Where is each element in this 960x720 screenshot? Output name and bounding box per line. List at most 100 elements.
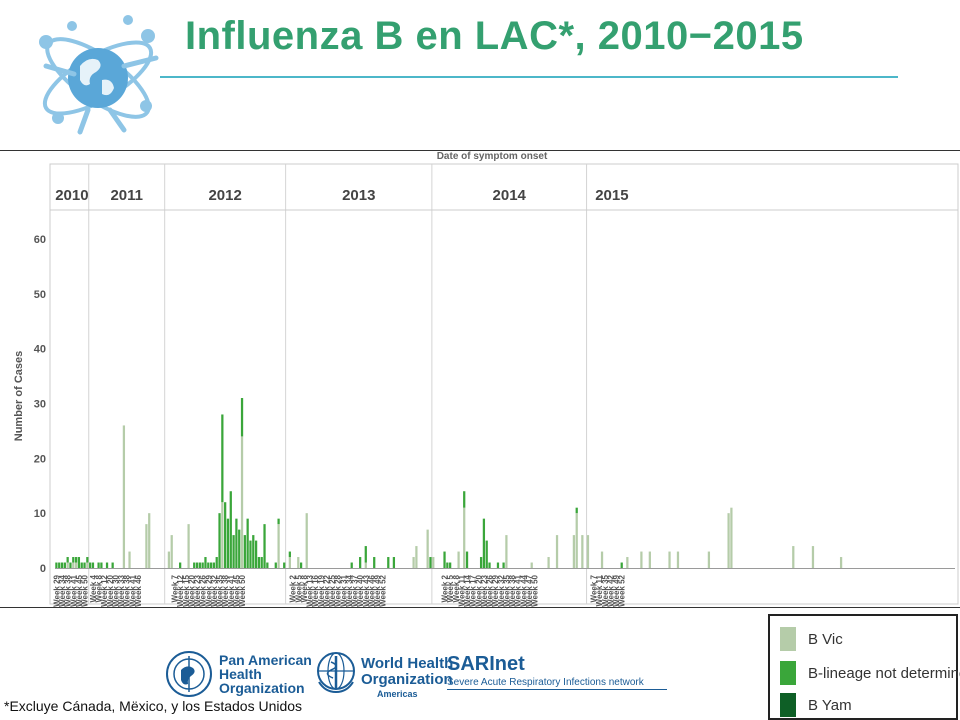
bar-segment — [811, 546, 815, 568]
x-tick-label: Week 8 — [300, 574, 309, 602]
bar-segment — [575, 513, 578, 568]
bar-segment — [122, 425, 126, 568]
bar-segment — [274, 562, 277, 568]
x-tick-label: Week 46 — [134, 574, 143, 606]
bar-segment — [201, 562, 204, 568]
x-tick-label: Week 35 — [601, 574, 610, 606]
bar-segment — [86, 562, 89, 568]
bar-segment — [72, 557, 75, 563]
year-label: 2014 — [493, 187, 527, 204]
x-tick-label: Week 16 — [311, 574, 320, 606]
bar-segment — [209, 562, 213, 568]
bar-segment — [496, 562, 500, 568]
bar-segment — [648, 551, 651, 568]
year-label: 2015 — [595, 187, 628, 204]
x-tick-label: Week 12 — [176, 574, 185, 606]
x-tick-label: Week 29 — [491, 574, 500, 606]
bar-segment — [187, 524, 190, 568]
x-tick: Week 41 — [69, 574, 78, 606]
globe-logo-icon — [39, 15, 159, 135]
x-tick-label: Week 52 — [379, 574, 388, 606]
x-tick: Week 7 — [171, 574, 180, 602]
who-region-label: Americas — [377, 689, 418, 699]
x-tick-label: Week 12 — [100, 574, 109, 606]
bar-segment — [74, 562, 78, 568]
x-tick-label: Week 41 — [128, 574, 137, 606]
x-tick: Week 8 — [452, 574, 461, 602]
bar-segment — [626, 557, 629, 568]
bar-segment — [105, 562, 109, 568]
x-tick-label: Week 37 — [351, 574, 360, 606]
bar-segment — [463, 507, 466, 568]
y-tick-label: 10 — [34, 508, 46, 520]
y-tick-label: 20 — [34, 453, 46, 465]
bar-segment — [839, 557, 843, 568]
bar-segment — [249, 540, 252, 568]
x-tick: Week 14 — [463, 574, 472, 606]
bar-segment — [555, 535, 559, 568]
x-tick: Week 38 — [123, 574, 132, 606]
x-tick-label: Week 38 — [123, 574, 132, 606]
x-tick-label: Week 11 — [595, 574, 604, 606]
x-tick-label: Week 41 — [514, 574, 523, 606]
x-tick-label: Week 38 — [221, 574, 230, 606]
y-axis-label: Number of Cases — [13, 351, 25, 441]
x-tick: Week 25 — [328, 574, 337, 606]
x-tick-label: Week 26 — [199, 574, 208, 606]
x-tick-label: Week 45 — [75, 574, 84, 606]
x-tick-label: Week 22 — [322, 574, 331, 606]
x-tick-label: Week 49 — [612, 574, 621, 606]
x-tick-label: Week 46 — [367, 574, 376, 606]
bar-segment — [387, 557, 390, 568]
x-tick-label: Week 34 — [345, 574, 354, 606]
paho-name: Pan American Health Organization — [219, 652, 312, 696]
x-tick-label: Week 50 — [531, 574, 540, 606]
title-divider — [160, 76, 898, 78]
bar-segment — [91, 562, 95, 568]
bar-segment — [297, 557, 300, 568]
x-tick-label: Week 50 — [81, 574, 90, 606]
x-tick: Week 5 — [446, 574, 455, 602]
y-tick-label: 30 — [34, 399, 46, 411]
x-tick-label: Week 30 — [112, 574, 121, 606]
footnote: *Excluye Cánada, Mëxico, y los Estados U… — [4, 698, 303, 714]
bar-segment — [572, 535, 576, 568]
x-tick: Week 26 — [486, 574, 495, 606]
x-tick-label: Week 26 — [486, 574, 495, 606]
x-tick-label: Week 2 — [441, 574, 450, 602]
x-tick: Week 11 — [457, 574, 466, 606]
bar-segment — [252, 535, 255, 568]
bar-segment — [482, 518, 486, 568]
x-tick-label: Week 47 — [525, 574, 534, 606]
x-tick: Week 2 — [289, 574, 298, 602]
bar-segment — [74, 557, 78, 563]
x-tick-label: Week 11 — [457, 574, 466, 606]
bar-segment — [80, 562, 83, 568]
x-tick-label: Week 29 — [52, 574, 61, 606]
x-tick-label: Week 52 — [618, 574, 627, 606]
x-tick-label: Week 42 — [607, 574, 616, 606]
x-tick: Week 49 — [373, 574, 382, 606]
bar-segment — [195, 562, 199, 568]
bar-segment — [229, 491, 232, 568]
x-tick-label: Week 4 — [89, 574, 98, 602]
x-tick: Week 41 — [227, 574, 236, 606]
legend-swatch-b-vic — [780, 627, 796, 651]
x-tick-label: Week 17 — [469, 574, 478, 606]
x-tick-label: Week 44 — [519, 574, 528, 606]
bar-segment — [479, 557, 483, 568]
bar-segment — [364, 546, 367, 563]
x-tick-label: Week 38 — [64, 574, 73, 606]
x-tick: Week 5 — [294, 574, 303, 602]
bar-segment — [58, 562, 61, 568]
bar-segment — [350, 562, 353, 568]
legend-label: B Vic — [808, 630, 843, 648]
bar-segment — [432, 557, 435, 568]
x-tick-label: Week 33 — [117, 574, 126, 606]
bar-segment — [530, 562, 533, 568]
x-tick: Week 22 — [322, 574, 331, 606]
x-tick-label: Week 41 — [69, 574, 78, 606]
bar-segment — [505, 535, 508, 568]
x-tick: Week 52 — [379, 574, 388, 606]
x-tick-label: Week 8 — [95, 574, 104, 602]
